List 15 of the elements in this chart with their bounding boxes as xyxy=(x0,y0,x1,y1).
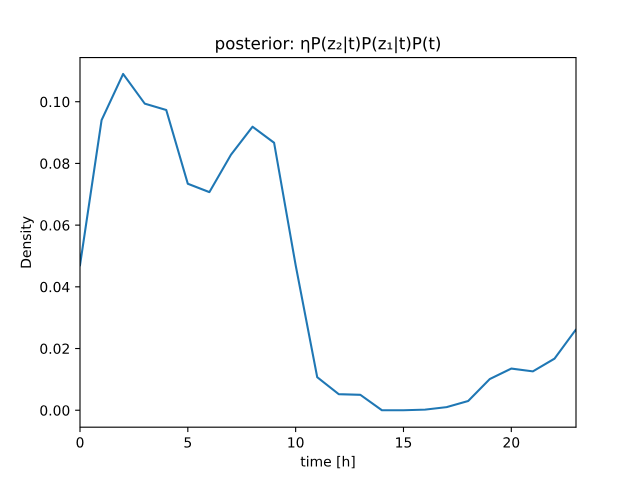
y-tick-label: 0.06 xyxy=(40,220,70,231)
x-tick-label: 10 xyxy=(288,437,304,448)
x-tick-label: 15 xyxy=(396,437,412,448)
y-tick-label: 0.08 xyxy=(40,158,70,169)
x-tick-label: 0 xyxy=(76,437,84,448)
y-tick-label: 0.00 xyxy=(40,405,70,416)
chart-title: posterior: ηP(z₂|t)P(z₁|t)P(t) xyxy=(216,36,440,54)
x-tick-label: 20 xyxy=(503,437,520,448)
line-series xyxy=(80,72,576,412)
y-tick-label: 0.04 xyxy=(40,282,70,292)
x-axis-title: time [h] xyxy=(300,456,355,468)
y-tick-label: 0.02 xyxy=(40,343,69,354)
x-tick-label: 5 xyxy=(184,437,192,448)
y-tick-label: 0.10 xyxy=(40,96,70,108)
y-axis-title: Density xyxy=(20,216,34,268)
